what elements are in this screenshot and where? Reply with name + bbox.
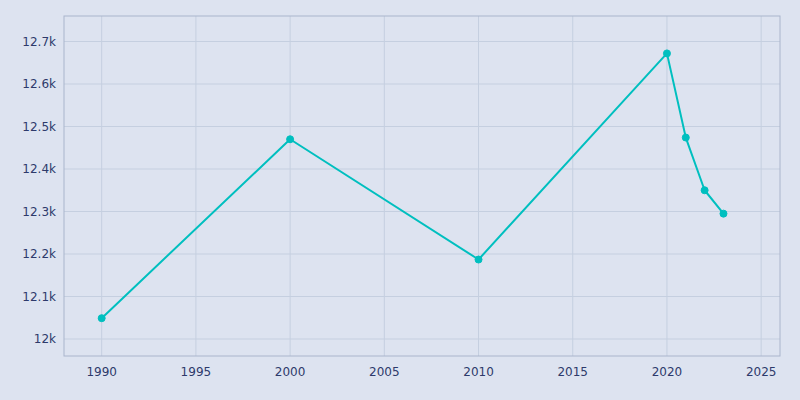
grid-line-y (64, 41, 780, 42)
x-tick-label: 2015 (557, 365, 588, 379)
background (0, 0, 800, 400)
y-tick-label: 12.6k (22, 77, 56, 91)
x-tick-label: 2020 (652, 365, 683, 379)
point (98, 315, 105, 322)
grid-line-x (666, 16, 667, 356)
x-tick-label: 2000 (275, 365, 306, 379)
plot-frame (64, 16, 780, 356)
grid-line-y (64, 339, 780, 340)
chart-svg: 1990 1995 2000 2005 2010 2015 2020 2025 12k 12.1k… (0, 0, 800, 400)
grid-line-y (64, 169, 780, 170)
grid-line-y (64, 84, 780, 85)
point (720, 210, 727, 217)
grid-line-y (64, 254, 780, 255)
x-tick-label: 1995 (181, 365, 212, 379)
point (682, 134, 689, 141)
grid-line-x (384, 16, 385, 356)
grid (64, 16, 780, 356)
y-tick-label: 12.1k (22, 290, 56, 304)
grid-line-y (64, 126, 780, 127)
grid-line-x (195, 16, 196, 356)
x-tick-label: 2025 (746, 365, 777, 379)
tick-labels: 1990 1995 2000 2005 2010 2015 2020 2025 12k 12.1k… (22, 35, 776, 380)
x-tick-label: 1990 (86, 365, 117, 379)
y-tick-label: 12.2k (22, 247, 56, 261)
grid-line-x (478, 16, 479, 356)
grid-line-x (101, 16, 102, 356)
y-tick-label: 12k (34, 332, 56, 346)
grid-line-x (572, 16, 573, 356)
y-tick-label: 12.5k (22, 120, 56, 134)
point (287, 136, 294, 143)
x-tick-label: 2010 (463, 365, 494, 379)
y-tick-label: 12.7k (22, 35, 56, 49)
grid-line-x (761, 16, 762, 356)
point (701, 187, 708, 194)
grid-line-y (64, 296, 780, 297)
line (102, 53, 724, 318)
chart-container: 1990 1995 2000 2005 2010 2015 2020 2025 12k 12.1k… (0, 0, 800, 400)
y-tick-label: 12.3k (22, 205, 56, 219)
grid-line-x (290, 16, 291, 356)
grid-line-y (64, 211, 780, 212)
y-tick-label: 12.4k (22, 162, 56, 176)
point (663, 50, 670, 57)
data-layer (98, 50, 727, 322)
point (475, 256, 482, 263)
x-tick-label: 2005 (369, 365, 400, 379)
